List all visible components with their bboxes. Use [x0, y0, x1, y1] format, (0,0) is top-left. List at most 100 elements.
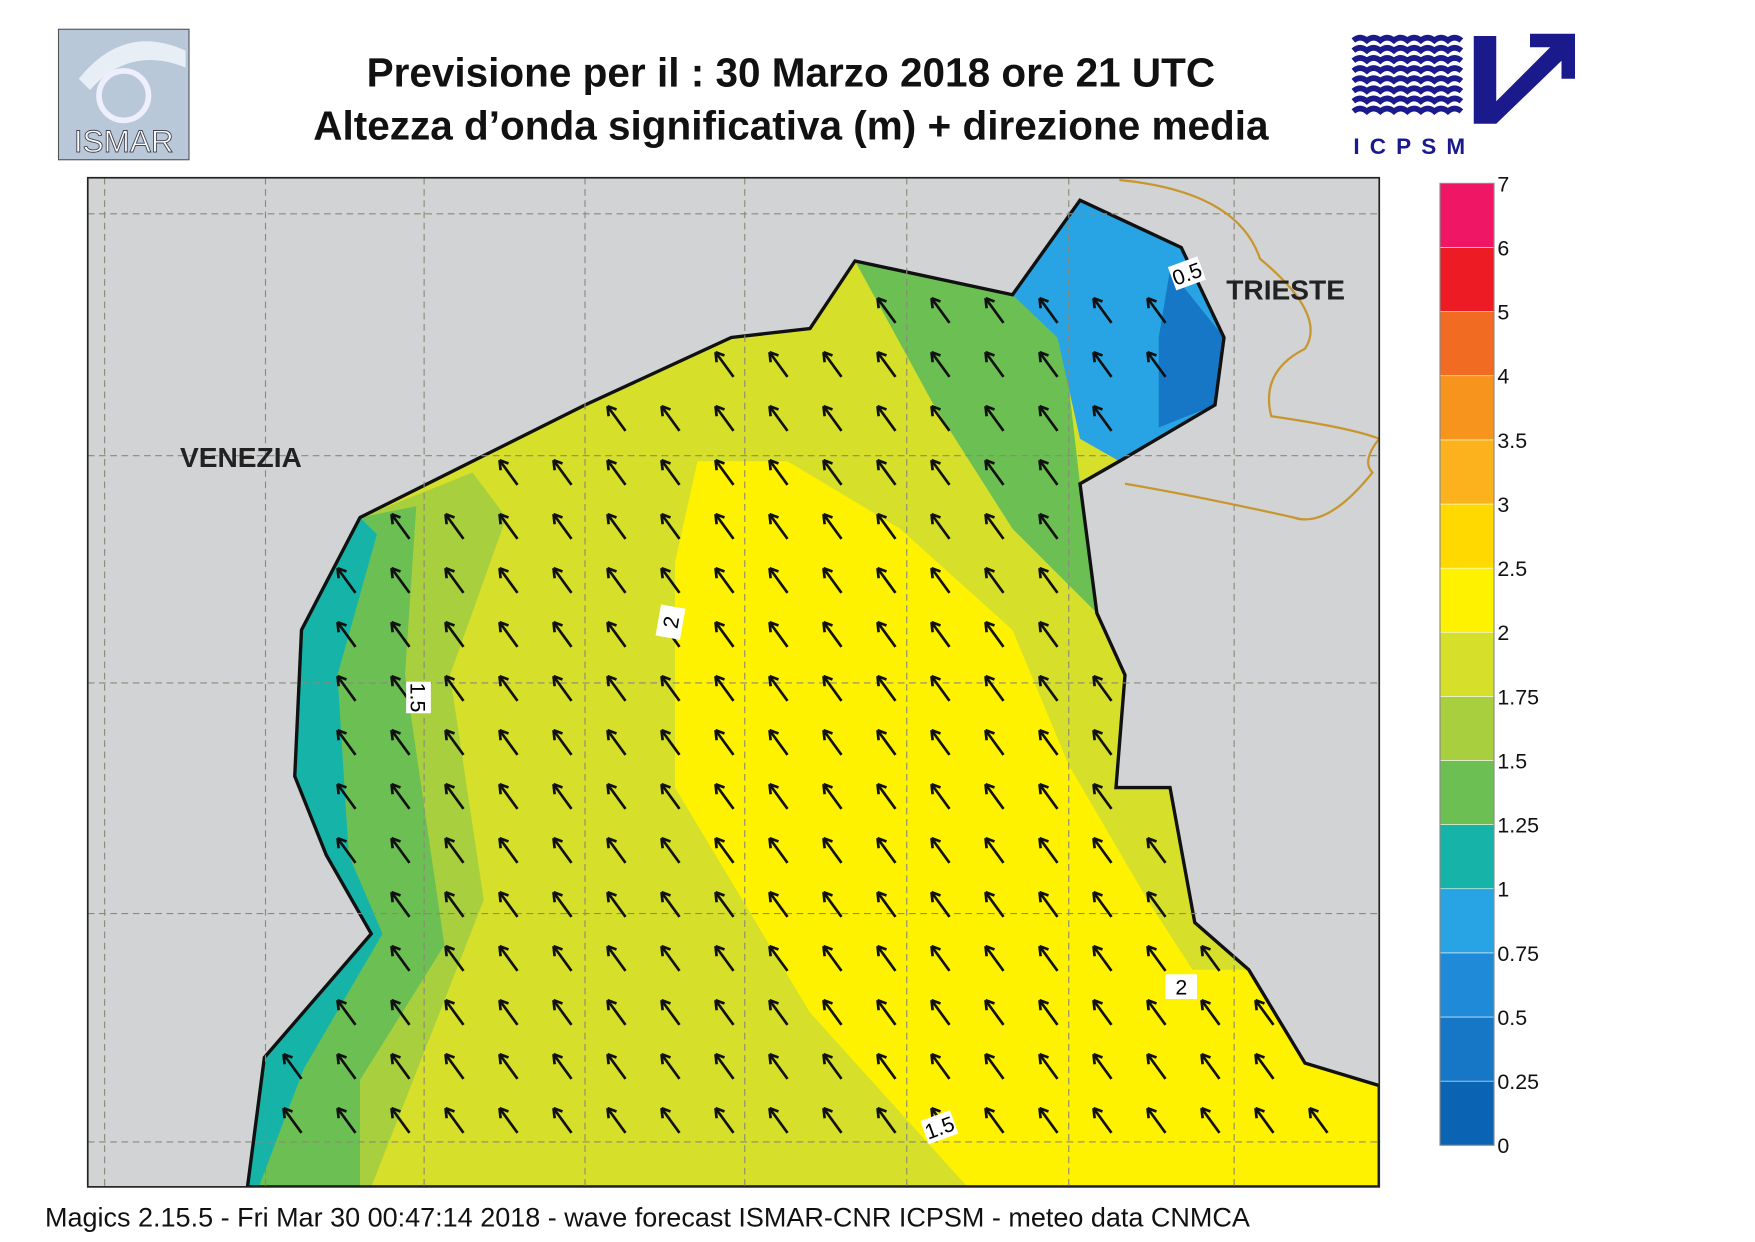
colorbar-tick-label: 6: [1497, 236, 1509, 260]
wave-direction-arrow: [1200, 998, 1221, 1026]
wave-direction-arrow: [984, 782, 1005, 810]
wave-direction-arrow: [390, 1052, 411, 1080]
wave-direction-arrow: [984, 404, 1005, 432]
wave-direction-arrow: [714, 944, 735, 972]
wave-direction-arrow: [444, 566, 465, 594]
logo-wave: [1351, 65, 1464, 75]
wave-direction-arrow: [444, 1052, 465, 1080]
contour-label-box: [1165, 974, 1197, 999]
wave-direction-arrow: [1038, 836, 1059, 864]
wave-direction-arrow: [660, 944, 681, 972]
wave-zone: [855, 261, 1097, 614]
wave-direction-arrow: [930, 998, 951, 1026]
wave-direction-arrow: [552, 566, 573, 594]
colorbar-band: [1439, 696, 1495, 761]
wave-direction-arrow: [876, 728, 897, 756]
colorbar-tick-label: 0.75: [1497, 942, 1539, 966]
wave-direction-arrow: [444, 674, 465, 702]
wave-direction-arrow: [714, 1106, 735, 1134]
colorbar-tick-label: 4: [1497, 365, 1509, 389]
wave-direction-arrow: [714, 674, 735, 702]
contour-label: 2: [1165, 974, 1197, 1000]
wave-direction-arrow: [876, 1106, 897, 1134]
wave-direction-arrow: [876, 782, 897, 810]
wave-direction-arrow: [1038, 512, 1059, 540]
wave-direction-arrow: [822, 404, 843, 432]
wave-direction-arrow: [822, 350, 843, 378]
wave-direction-arrow: [876, 1052, 897, 1080]
wave-direction-arrow: [768, 620, 789, 648]
wave-direction-arrow: [606, 512, 627, 540]
wave-direction-arrow: [498, 944, 519, 972]
wave-zone: [1158, 270, 1224, 428]
wave-direction-arrow: [498, 512, 519, 540]
wave-direction-arrow: [1092, 1052, 1113, 1080]
wave-direction-arrow: [1092, 836, 1113, 864]
wave-direction-arrow: [768, 404, 789, 432]
wave-direction-arrow: [876, 890, 897, 918]
wave-direction-arrow: [822, 782, 843, 810]
wave-direction-arrow: [1038, 944, 1059, 972]
wave-direction-arrow: [1146, 998, 1167, 1026]
wave-direction-arrow: [714, 890, 735, 918]
wave-direction-arrow: [930, 782, 951, 810]
wave-direction-arrow: [984, 1106, 1005, 1134]
wave-direction-arrow: [660, 998, 681, 1026]
wave-direction-arrow: [606, 674, 627, 702]
wave-direction-arrow: [768, 998, 789, 1026]
wave-direction-arrow: [1254, 1106, 1275, 1134]
wave-direction-arrow: [822, 836, 843, 864]
contour-label: 1.5: [406, 681, 431, 714]
wave-direction-arrow: [444, 728, 465, 756]
wave-direction-arrow: [1146, 890, 1167, 918]
colorbar-band: [1439, 760, 1495, 825]
wave-direction-arrow: [822, 728, 843, 756]
wave-direction-arrow: [984, 890, 1005, 918]
colorbar-tick-label: 3.5: [1497, 429, 1527, 453]
wave-direction-arrow: [930, 728, 951, 756]
wave-direction-arrow: [984, 728, 1005, 756]
wave-direction-arrow: [1038, 1106, 1059, 1134]
wave-direction-arrow: [876, 836, 897, 864]
wave-direction-arrow: [822, 998, 843, 1026]
wave-direction-arrow: [984, 836, 1005, 864]
wave-direction-arrow: [336, 674, 357, 702]
wave-direction-arrow: [930, 620, 951, 648]
wave-direction-arrow: [1038, 620, 1059, 648]
colorbar-band: [1439, 631, 1495, 697]
wave-direction-arrow: [444, 998, 465, 1026]
wave-direction-arrow: [444, 890, 465, 918]
wave-direction-arrow: [876, 296, 897, 324]
wave-direction-arrow: [714, 566, 735, 594]
logo-wave: [1351, 105, 1464, 116]
wave-direction-arrow: [336, 620, 357, 648]
wave-direction-arrow: [660, 674, 681, 702]
colorbar-tick-label: 1.75: [1497, 685, 1539, 709]
wave-direction-arrow: [930, 458, 951, 486]
wave-direction-arrow: [552, 512, 573, 540]
title: Previsione per il : 30 Marzo 2018 ore 21…: [367, 50, 1216, 96]
wave-direction-arrow: [930, 944, 951, 972]
contour-label-text: 1.5: [406, 683, 430, 713]
wave-direction-arrow: [336, 566, 357, 594]
wave-direction-arrow: [714, 512, 735, 540]
wave-direction-arrow: [984, 620, 1005, 648]
wave-direction-arrow: [822, 944, 843, 972]
logo-wave: [1351, 45, 1464, 55]
wave-direction-arrow: [768, 458, 789, 486]
wave-direction-arrow: [768, 782, 789, 810]
wave-direction-arrow: [336, 836, 357, 864]
coastline: [245, 198, 1380, 1187]
wave-direction-arrow: [606, 1106, 627, 1134]
wave-direction-arrow: [1146, 1052, 1167, 1080]
logo-wave: [1351, 85, 1464, 95]
footer: Magics 2.15.5 - Fri Mar 30 00:47:14 2018…: [45, 1202, 1250, 1232]
wave-direction-arrow: [822, 1052, 843, 1080]
logo-wave: [1351, 55, 1464, 65]
wave-direction-arrow: [498, 782, 519, 810]
logo-text: ICPSM: [1353, 134, 1475, 159]
colorbar-band: [1439, 824, 1495, 890]
logo-wave: [1351, 95, 1464, 105]
wave-direction-arrow: [1092, 296, 1113, 324]
